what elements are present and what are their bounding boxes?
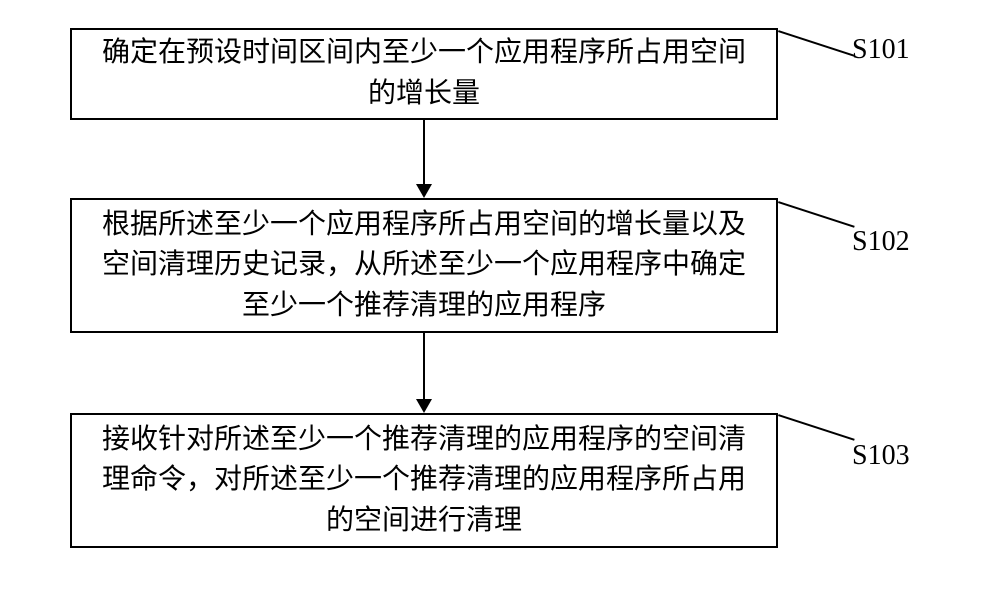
step-label: S101	[852, 34, 910, 66]
arrow-line	[423, 333, 425, 399]
label-connector	[778, 30, 855, 57]
flowchart-node: 根据所述至少一个应用程序所占用空间的增长量以及空间清理历史记录，从所述至少一个应…	[70, 198, 778, 333]
arrow-head-icon	[416, 399, 432, 413]
node-text: 确定在预设时间区间内至少一个应用程序所占用空间的增长量	[102, 33, 746, 114]
node-text: 接收针对所述至少一个推荐清理的应用程序的空间清理命令，对所述至少一个推荐清理的应…	[102, 420, 746, 542]
arrow-line	[423, 120, 425, 184]
node-text: 根据所述至少一个应用程序所占用空间的增长量以及空间清理历史记录，从所述至少一个应…	[102, 205, 746, 327]
flowchart-node: 确定在预设时间区间内至少一个应用程序所占用空间的增长量	[70, 28, 778, 120]
label-connector	[778, 201, 855, 228]
arrow-head-icon	[416, 184, 432, 198]
flowchart-node: 接收针对所述至少一个推荐清理的应用程序的空间清理命令，对所述至少一个推荐清理的应…	[70, 413, 778, 548]
step-label: S103	[852, 440, 910, 472]
step-label: S102	[852, 226, 910, 258]
label-connector	[778, 414, 855, 441]
